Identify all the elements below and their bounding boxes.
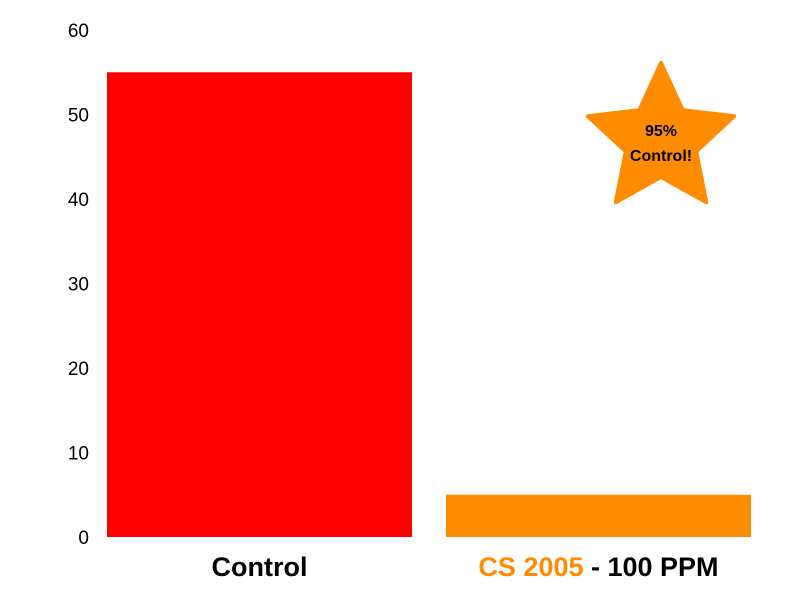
category-label: Control: [212, 552, 308, 582]
y-axis-ticks: 0 10 20 30 40 50 60: [68, 21, 89, 549]
y-tick-label: 50: [68, 106, 89, 127]
category-label: CS 2005 - 100 PPM: [478, 552, 718, 582]
bars: [107, 72, 751, 537]
bar-cs-2005: [446, 494, 751, 537]
category-label-part: - 100 PPM: [584, 552, 719, 582]
y-tick-label: 60: [68, 21, 89, 42]
y-tick-label: 20: [68, 359, 89, 380]
category-labels: Control CS 2005 - 100 PPM: [212, 552, 719, 582]
y-tick-label: 10: [68, 444, 89, 465]
star-icon: [585, 61, 737, 205]
star-annotation: 95% Control!: [585, 61, 737, 205]
category-label-part: Control: [212, 552, 308, 582]
star-annotation-line2: Control!: [630, 148, 692, 165]
y-tick-label: 30: [68, 275, 89, 296]
y-tick-label: 0: [78, 528, 89, 549]
y-tick-label: 40: [68, 190, 89, 211]
bar-control: [107, 72, 412, 537]
star-annotation-line1: 95%: [645, 123, 677, 140]
category-label-part: CS 2005: [478, 552, 583, 582]
